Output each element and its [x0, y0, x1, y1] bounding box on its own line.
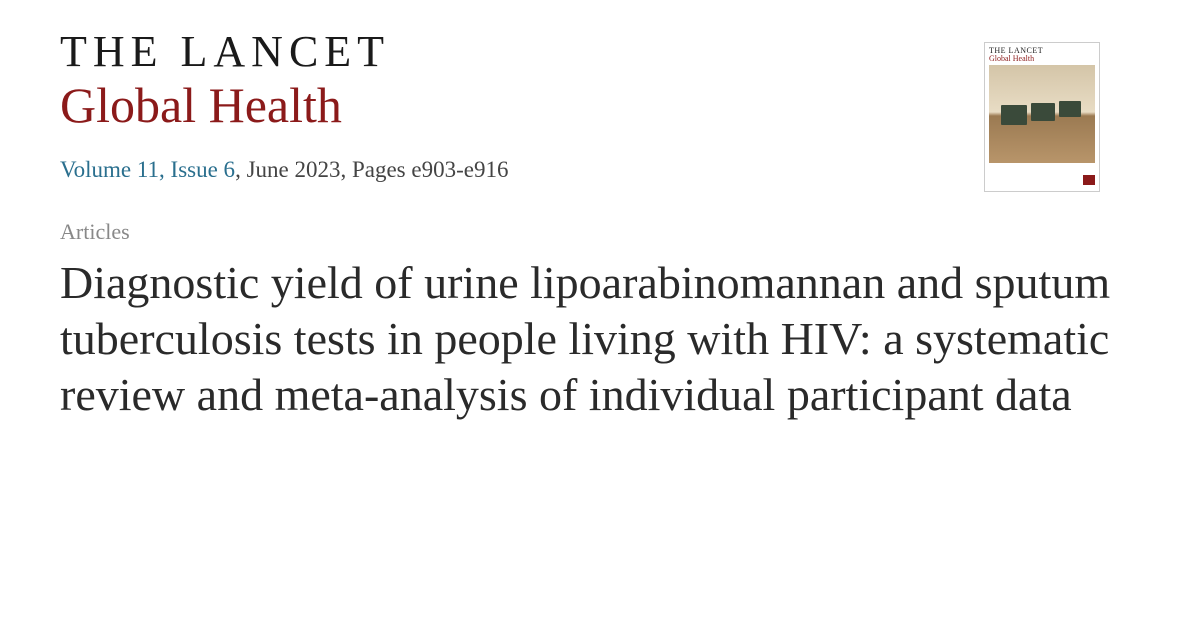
cover-photo	[989, 65, 1095, 163]
issue-date-pages: , June 2023, Pages e903-e916	[235, 157, 508, 182]
cover-graphic-icon	[1031, 103, 1055, 121]
volume-issue-link[interactable]: Volume 11, Issue 6	[60, 157, 235, 182]
cover-red-tab-icon	[1083, 175, 1095, 185]
journal-name-secondary: Global Health	[60, 78, 390, 133]
journal-header: THE LANCET Global Health THE LANCET Glob…	[60, 30, 1140, 183]
cover-graphic-icon	[1001, 105, 1027, 125]
cover-footer	[989, 163, 1095, 185]
issue-citation: Volume 11, Issue 6, June 2023, Pages e90…	[60, 157, 1140, 183]
cover-graphic-icon	[1059, 101, 1081, 117]
article-section-label: Articles	[60, 219, 1140, 245]
journal-logo: THE LANCET Global Health	[60, 30, 390, 133]
journal-name-primary: THE LANCET	[60, 30, 390, 74]
article-title: Diagnostic yield of urine lipoarabinoman…	[60, 255, 1140, 423]
cover-mini-subtitle: Global Health	[989, 55, 1095, 63]
issue-cover-thumbnail[interactable]: THE LANCET Global Health	[984, 42, 1100, 192]
